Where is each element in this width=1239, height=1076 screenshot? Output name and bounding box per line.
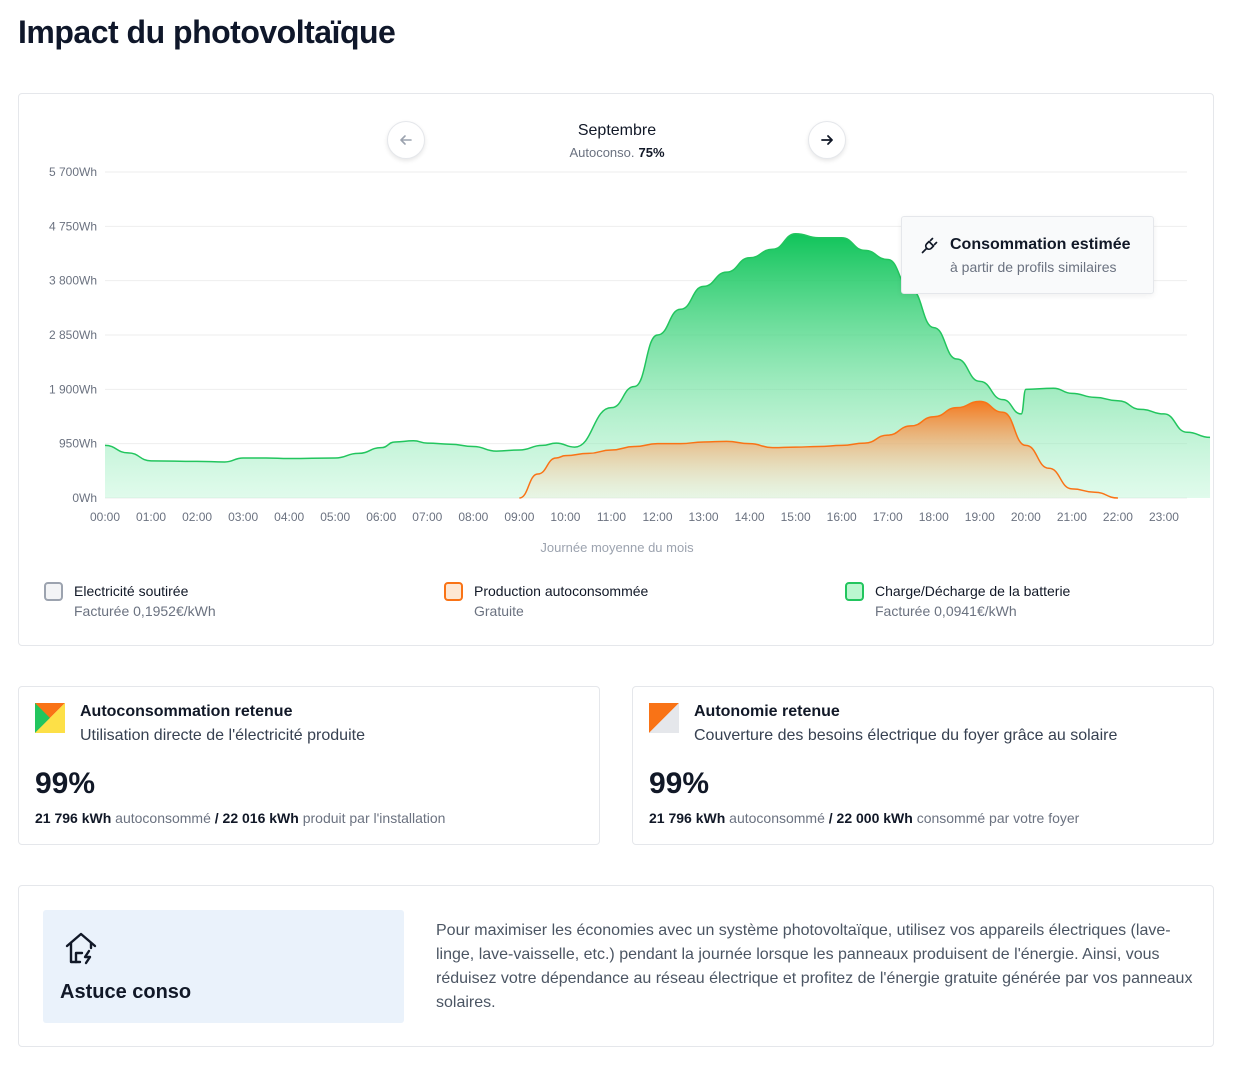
y-tick-label: 2 850Wh [49, 328, 97, 342]
x-tick-label: 19:00 [965, 510, 995, 524]
stat-amount-a: 21 796 kWh [649, 810, 726, 826]
x-tick-label: 13:00 [689, 510, 719, 524]
tip-text: Pour maximiser les économies avec un sys… [436, 922, 1193, 1011]
stat-amount-a: 21 796 kWh [35, 810, 112, 826]
stat-value: 99% [649, 767, 710, 800]
x-tick-label: 07:00 [412, 510, 442, 524]
month-label: Septembre [577, 122, 657, 139]
x-tick-label: 20:00 [1011, 510, 1041, 524]
y-tick-label: 0Wh [72, 491, 97, 505]
x-tick-label: 14:00 [735, 510, 765, 524]
previous-month-button[interactable] [387, 121, 425, 159]
autoconso-label: Autoconso. [569, 145, 635, 160]
x-axis-label: Journée moyenne du mois [540, 540, 694, 555]
stat-subtitle: Utilisation directe de l'électricité pro… [80, 727, 365, 744]
consumption-chart: 0Wh 950Wh 1 900Wh 2 850Wh 3 800Wh 4 750Wh 5 70… [49, 165, 1211, 555]
y-tick-label: 1 900Wh [49, 382, 97, 396]
x-tick-label: 04:00 [274, 510, 304, 524]
autoconso-area-line [519, 400, 1118, 499]
y-tick-label: 4 750Wh [49, 219, 97, 233]
x-tick-label: 00:00 [90, 510, 120, 524]
x-tick-label: 22:00 [1103, 510, 1133, 524]
plug-icon [921, 237, 938, 254]
autoconso-area [519, 401, 1118, 498]
x-tick-label: 12:00 [642, 510, 672, 524]
legend-swatch-green[interactable] [845, 582, 864, 601]
x-tick-label: 02:00 [182, 510, 212, 524]
x-tick-label: 15:00 [781, 510, 811, 524]
stat-amount-b: 22 016 kWh [222, 810, 299, 826]
legend-swatch-orange[interactable] [444, 582, 463, 601]
x-tick-label: 08:00 [458, 510, 488, 524]
legend-subtitle: Gratuite [474, 603, 524, 619]
stat-title: Autonomie retenue [694, 703, 840, 720]
page-title: Impact du photovoltaïque [18, 14, 396, 50]
autoconso-value: 75% [638, 145, 665, 160]
tooltip-subtitle: à partir de profils similaires [950, 259, 1117, 275]
autonomie-card: Autonomie retenue Couverture des besoins… [632, 686, 1214, 845]
legend-title: Charge/Décharge de la batterie [875, 583, 1071, 599]
legend-swatch-grey[interactable] [44, 582, 63, 601]
x-tick-label: 11:00 [597, 510, 626, 524]
x-tick-label: 03:00 [228, 510, 258, 524]
stat-separator: / [828, 810, 833, 826]
stat-detail: 21 796 kWh autoconsommé / 22 016 kWh pro… [35, 810, 445, 826]
x-tick-label: 18:00 [919, 510, 949, 524]
stat-label-b: produit par l'installation [302, 810, 446, 826]
x-tick-label: 23:00 [1149, 510, 1179, 524]
x-tick-label: 17:00 [873, 510, 903, 524]
stat-title: Autoconsommation retenue [80, 703, 293, 720]
x-tick-label: 21:00 [1057, 510, 1087, 524]
x-tick-label: 10:00 [550, 510, 580, 524]
x-tick-label: 06:00 [366, 510, 396, 524]
x-tick-label: 05:00 [320, 510, 350, 524]
stat-value: 99% [35, 767, 96, 800]
stat-label-a: autoconsommé [729, 810, 825, 826]
tip-title: Astuce conso [60, 981, 192, 1003]
arrow-right-icon [821, 135, 833, 145]
arrow-left-icon [400, 135, 412, 145]
y-tick-label: 3 800Wh [49, 274, 97, 288]
house-bolt-icon [65, 932, 97, 965]
autoconso-summary: Autoconso. 75% [19, 145, 1215, 160]
legend-title: Electricité soutirée [74, 583, 189, 599]
y-tick-label: 5 700Wh [49, 165, 97, 179]
tooltip-title: Consommation estimée [950, 236, 1131, 253]
tip-card: Astuce conso Pour maximiser les économie… [18, 885, 1214, 1047]
stat-separator: / [214, 810, 219, 826]
stat-detail: 21 796 kWh autoconsommé / 22 000 kWh con… [649, 810, 1079, 826]
legend-subtitle: Facturée 0,0941€/kWh [875, 603, 1017, 619]
tip-box: Astuce conso [43, 910, 404, 1023]
next-month-button[interactable] [808, 121, 846, 159]
autoconsommation-card: Autoconsommation retenue Utilisation dir… [18, 686, 600, 845]
autonomie-flag-icon [649, 703, 679, 733]
x-tick-label: 09:00 [504, 510, 534, 524]
battery-area-line [104, 233, 1211, 463]
y-tick-label: 950Wh [59, 437, 97, 451]
stat-amount-b: 22 000 kWh [836, 810, 913, 826]
stat-label-a: autoconsommé [115, 810, 211, 826]
x-tick-label: 16:00 [827, 510, 857, 524]
autoconso-flag-icon [35, 703, 65, 733]
stat-label-b: consommé par votre foyer [916, 810, 1080, 826]
estimation-tooltip: Consommation estimée à partir de profils… [901, 216, 1154, 294]
legend-title: Production autoconsommée [474, 583, 649, 599]
stat-subtitle: Couverture des besoins électrique du foy… [694, 727, 1118, 744]
chart-card: 0Wh 950Wh 1 900Wh 2 850Wh 3 800Wh 4 750Wh 5 70… [18, 93, 1214, 646]
x-tick-label: 01:00 [136, 510, 166, 524]
legend-subtitle: Facturée 0,1952€/kWh [74, 603, 216, 619]
